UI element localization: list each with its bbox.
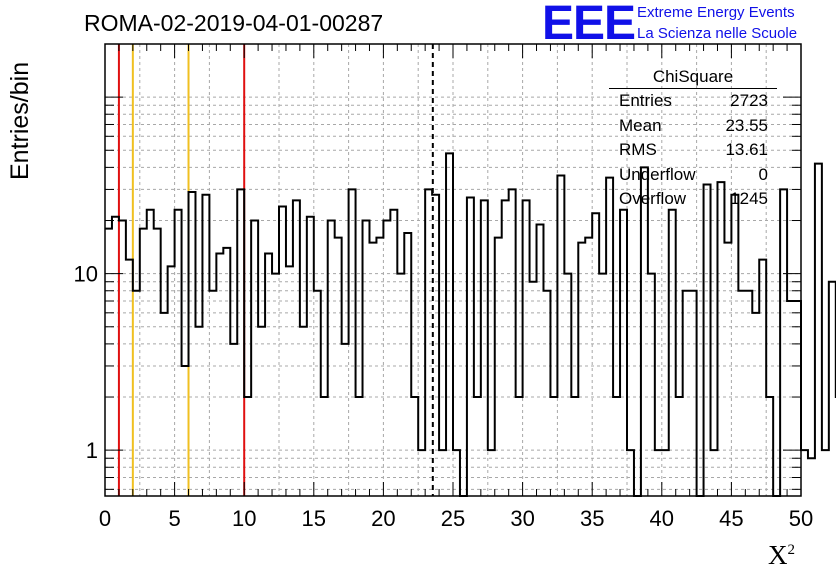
stats-label: RMS (619, 140, 657, 160)
stats-label: Mean (619, 115, 662, 135)
stats-box: ChiSquare Entries 2723 Mean 23.55 RMS 13… (609, 66, 777, 212)
x-axis-label: X2 (768, 540, 795, 571)
histogram-series (105, 152, 836, 497)
x-tick-label: 0 (99, 506, 111, 531)
histogram-line (105, 152, 836, 497)
chart-title: ROMA-02-2019-04-01-00287 (84, 10, 384, 36)
logo-line-1: Extreme Energy Events (637, 4, 795, 21)
stats-value: 0 (758, 164, 768, 184)
stats-value: 2723 (730, 91, 768, 110)
x-tick-label: 35 (580, 506, 604, 531)
logo-line-2: La Scienza nelle Scuole (637, 25, 798, 42)
stats-row-underflow: Underflow 0 (609, 163, 777, 188)
x-axis-label-base: X (768, 540, 788, 570)
x-tick-label: 20 (371, 506, 395, 531)
eee-logo: EEE (542, 0, 636, 50)
stats-value: 1245 (730, 189, 768, 209)
axis-ticks (104, 43, 802, 496)
x-tick-label: 10 (232, 506, 256, 531)
x-tick-label: 50 (789, 506, 813, 531)
stats-value: 23.55 (725, 115, 768, 135)
stats-row-rms: RMS 13.61 (609, 138, 777, 163)
stats-label: Underflow (619, 164, 696, 184)
x-tick-label: 45 (719, 506, 743, 531)
x-tick-label: 5 (168, 506, 180, 531)
stats-value: 13.61 (725, 140, 768, 160)
tick-labels: 0 5 10 15 20 25 30 35 40 45 50 1 10 (74, 262, 814, 531)
x-tick-label: 40 (650, 506, 674, 531)
stats-label: Overflow (619, 189, 687, 209)
stats-row-overflow: Overflow 1245 (609, 187, 777, 212)
y-axis-label: Entries/bin (6, 61, 34, 180)
y-tick-label: 10 (74, 262, 98, 287)
stats-row-mean: Mean 23.55 (609, 114, 777, 139)
reference-lines (117, 44, 434, 496)
stats-row-entries: Entries 2723 (609, 89, 777, 114)
x-tick-label: 30 (510, 506, 534, 531)
stats-title: ChiSquare (609, 66, 777, 89)
x-tick-label: 15 (302, 506, 326, 531)
y-tick-label: 1 (86, 438, 98, 463)
x-axis-label-sup: 2 (787, 542, 796, 558)
x-tick-label: 25 (441, 506, 465, 531)
stats-label: Entries (619, 91, 672, 110)
